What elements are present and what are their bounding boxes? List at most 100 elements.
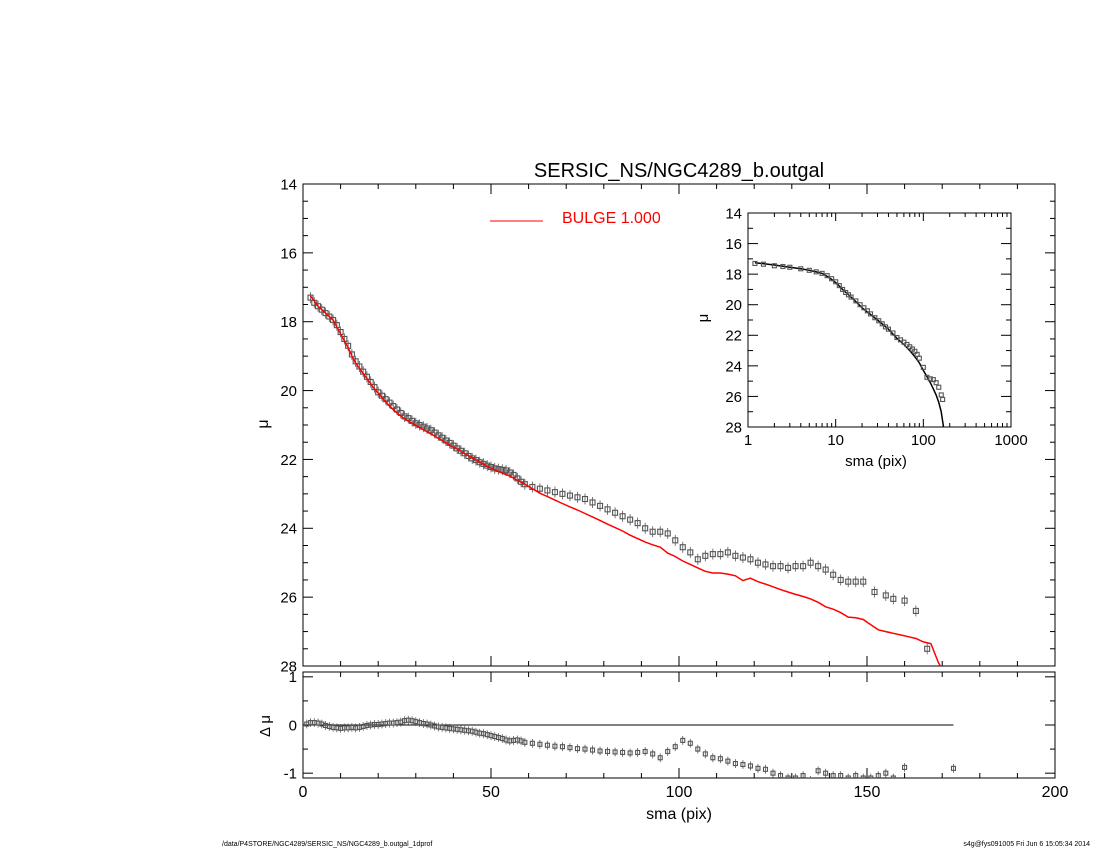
residual-ytick-label: -1 (284, 766, 297, 783)
residual-xlabel: sma (pix) (646, 806, 712, 823)
inset-xtick-label: 1 (744, 432, 752, 449)
main-data-point (318, 306, 325, 313)
inset-data-point (927, 376, 933, 382)
main-data-point (596, 502, 604, 509)
main-data-point (664, 530, 671, 537)
residual-data-point (793, 775, 799, 778)
inset-xlabel: sma (pix) (845, 453, 907, 470)
inset-model-line (754, 261, 945, 427)
residual-data-point (665, 748, 671, 755)
residual-data-point (808, 777, 814, 778)
main-data-point (702, 552, 709, 559)
inset-data-point (798, 266, 804, 272)
inset-data-point (829, 276, 835, 282)
residual-data-point (785, 775, 791, 778)
inset-data-point (771, 263, 777, 269)
residual-data-point (680, 737, 686, 743)
main-ytick-label: 14 (280, 176, 297, 193)
residual-data-point (672, 744, 678, 750)
inset-data-point (940, 396, 946, 403)
main-ytick-label: 18 (280, 314, 297, 331)
main-data-point (912, 607, 919, 614)
residual-data-point (627, 750, 633, 756)
main-data-point (792, 563, 799, 570)
residual-data-point (740, 761, 746, 768)
main-ytick-label: 22 (280, 452, 297, 469)
residual-ytick-label: 0 (289, 717, 297, 734)
main-data-point (322, 310, 329, 317)
residual-data-point (567, 745, 573, 751)
inset-ytick-label: 18 (725, 267, 742, 284)
main-data-point (800, 563, 807, 570)
inset-data-point (806, 267, 812, 273)
inset-ytick-label: 22 (725, 328, 742, 345)
residual-data-point (815, 768, 821, 774)
residual-data-point (687, 740, 693, 746)
main-data-point (330, 316, 337, 324)
inset-data-point (876, 318, 882, 324)
main-data-point (307, 294, 314, 301)
inset-data-point (879, 321, 885, 327)
main-data-point (551, 489, 558, 496)
inset-data-point (920, 364, 926, 370)
main-data-point (375, 389, 382, 396)
residual-data-point (747, 763, 753, 769)
main-model-line (309, 295, 942, 666)
main-data-point (326, 313, 333, 320)
residual-data-point (605, 748, 611, 755)
residual-data-point (777, 773, 784, 778)
inset-data-point (853, 298, 859, 304)
residual-data-point (860, 775, 866, 778)
main-data-point (642, 525, 649, 532)
residual-data-point (529, 740, 535, 746)
main-ytick-label: 16 (280, 245, 297, 262)
main-data-point (762, 561, 769, 568)
inset-xtick-label: 1000 (994, 432, 1027, 449)
main-data-point (649, 528, 656, 535)
residual-data-point (522, 739, 528, 745)
inset-ytick-label: 28 (725, 419, 742, 436)
residual-data-point (762, 766, 769, 772)
residual-data-point (702, 751, 708, 757)
main-data-point (627, 516, 634, 523)
main-data-point (860, 578, 867, 585)
main-data-point (871, 588, 878, 596)
main-data-point (424, 425, 431, 432)
inset-data-point (752, 260, 758, 266)
main-data-point (612, 509, 619, 516)
inset-ytick-label: 26 (725, 389, 742, 406)
inset-data-point (840, 286, 846, 292)
main-data-point (732, 552, 739, 559)
residual-data-point (725, 758, 731, 764)
chart-title: SERSIC_NS/NGC4289_b.outgal (534, 160, 824, 182)
inset-data-point (938, 392, 944, 398)
inset-ytick-label: 14 (725, 205, 742, 222)
main-data-point (521, 481, 528, 488)
legend-label: BULGE 1.000 (562, 210, 661, 227)
footer-file-path: /data/P4STORE/NGC4289/SERSIC_NS/NGC4289_… (222, 841, 433, 848)
main-data-point (687, 549, 694, 556)
main-data-point (536, 485, 543, 492)
main-data-point (544, 487, 551, 494)
residual-data-point (755, 765, 761, 771)
main-profile-panel: 14 16 18 20 22 24 26 28 (280, 176, 1056, 675)
residual-xtick-label: 50 (482, 784, 500, 801)
residual-data-point (830, 773, 836, 778)
main-data-point (754, 559, 762, 566)
inset-data-point (760, 261, 766, 267)
main-data-point (476, 459, 483, 466)
main-data-point (815, 563, 822, 570)
residual-data-point (620, 749, 626, 756)
residual-data-point (838, 773, 844, 778)
residual-data-point (950, 765, 957, 771)
inset-plot-area (752, 260, 946, 427)
main-data-point (837, 576, 844, 583)
inset-data-point (916, 355, 922, 361)
residual-data-point (582, 746, 588, 752)
main-data-point (657, 528, 664, 535)
main-data-point (724, 549, 731, 556)
residual-xtick-label: 100 (666, 784, 693, 801)
residual-data-point (845, 775, 851, 778)
residual-data-point (657, 755, 663, 761)
main-data-point (604, 506, 611, 513)
